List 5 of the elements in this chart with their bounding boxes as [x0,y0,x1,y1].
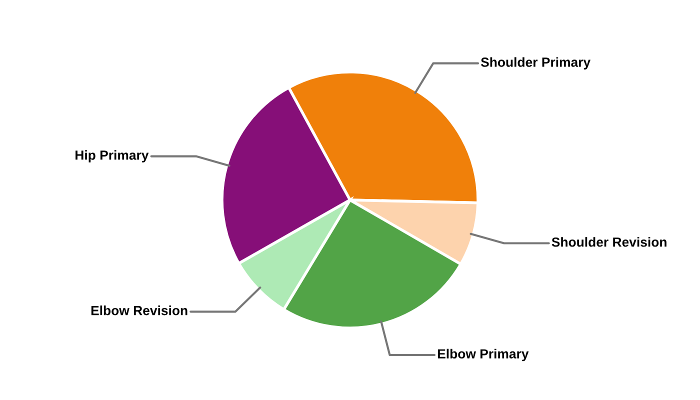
slice-label: Shoulder Revision [552,237,666,247]
slice-label: Hip Primary [76,150,149,162]
slice-label: Elbow Primary [438,348,529,362]
slice-label: Elbow Revision [91,306,188,316]
slice-label: Shoulder Primary [480,57,590,70]
